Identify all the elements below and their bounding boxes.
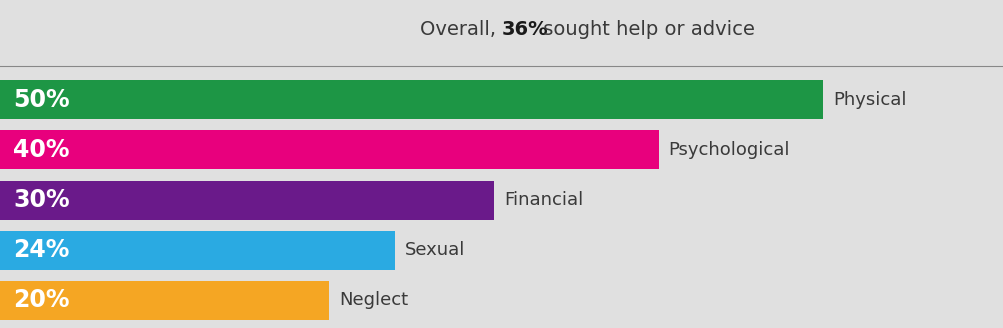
Text: Financial: Financial xyxy=(504,191,583,209)
Text: Overall,: Overall, xyxy=(419,20,502,39)
Bar xyxy=(0,80,822,119)
Text: Neglect: Neglect xyxy=(339,291,408,309)
FancyBboxPatch shape xyxy=(794,80,822,119)
Text: 30%: 30% xyxy=(13,188,70,212)
FancyBboxPatch shape xyxy=(301,281,329,320)
Bar xyxy=(0,281,329,320)
Bar xyxy=(0,130,658,170)
Text: 50%: 50% xyxy=(13,88,70,112)
Text: 20%: 20% xyxy=(13,288,69,312)
FancyBboxPatch shape xyxy=(630,130,658,170)
Text: 40%: 40% xyxy=(13,138,69,162)
Text: sought help or advice: sought help or advice xyxy=(537,20,754,39)
Text: Psychological: Psychological xyxy=(668,141,789,159)
Text: 36%: 36% xyxy=(502,20,548,39)
Bar xyxy=(0,180,493,220)
FancyBboxPatch shape xyxy=(465,180,493,220)
Text: 24%: 24% xyxy=(13,238,69,262)
Text: Physical: Physical xyxy=(832,91,906,109)
Bar xyxy=(0,231,395,270)
FancyBboxPatch shape xyxy=(366,231,395,270)
Text: Sexual: Sexual xyxy=(404,241,465,259)
